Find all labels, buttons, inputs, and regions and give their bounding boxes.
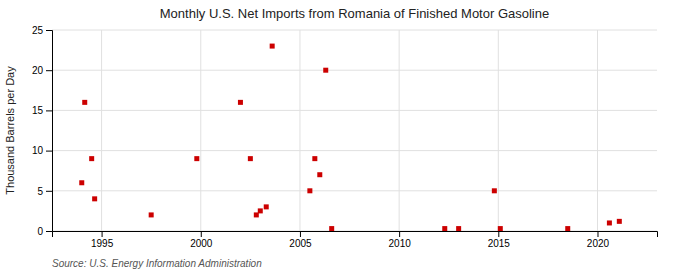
y-tick: 0 bbox=[37, 226, 52, 237]
x-tick: 2015 bbox=[488, 231, 511, 249]
title: Monthly U.S. Net Imports from Romania of… bbox=[160, 6, 549, 21]
grid bbox=[52, 30, 657, 231]
x-grid-line bbox=[597, 30, 598, 231]
x-grid-line bbox=[299, 30, 300, 231]
y-tick: 15 bbox=[32, 105, 52, 116]
point bbox=[264, 204, 269, 209]
x-tick-label: 1995 bbox=[91, 238, 114, 249]
point bbox=[565, 226, 570, 231]
point bbox=[617, 219, 622, 224]
y-tick-label: 10 bbox=[32, 145, 44, 156]
plot-area: 1995 2000 2005 2010 2015 2020 0 5 10 15 20 25 bbox=[32, 25, 658, 249]
y-tick-mark bbox=[46, 30, 52, 31]
y-tick: 25 bbox=[32, 25, 52, 36]
x-tick: 2010 bbox=[389, 231, 412, 249]
y-tick-label: 5 bbox=[37, 186, 43, 197]
x-grid-line bbox=[399, 30, 400, 231]
x-tick: 2020 bbox=[587, 231, 610, 249]
x-axis-line bbox=[53, 232, 658, 238]
point bbox=[194, 156, 199, 161]
y-grid-line bbox=[52, 110, 657, 111]
point bbox=[498, 226, 503, 231]
y-axis-title: Thousand Barrels per Day bbox=[4, 66, 16, 195]
x-tick-mark bbox=[399, 231, 400, 237]
y-grid-line bbox=[52, 70, 657, 71]
y-axis: 0 5 10 15 20 25 bbox=[32, 25, 53, 237]
y-tick-mark bbox=[46, 191, 52, 192]
point bbox=[92, 196, 97, 201]
points bbox=[79, 44, 622, 231]
y-tick-mark bbox=[46, 151, 52, 152]
x-grid-line bbox=[498, 30, 499, 231]
chart-svg: 1995 2000 2005 2010 2015 2020 0 5 10 15 20 25 Monthl… bbox=[0, 0, 675, 275]
point bbox=[323, 68, 328, 73]
x-axis: 1995 2000 2005 2010 2015 2020 bbox=[53, 231, 658, 249]
x-tick-mark bbox=[300, 231, 301, 237]
point bbox=[248, 156, 253, 161]
x-tick: 2005 bbox=[289, 231, 312, 249]
point bbox=[317, 172, 322, 177]
y-tick-mark bbox=[46, 231, 52, 232]
x-tick-mark bbox=[102, 231, 103, 237]
chart-container: 1995 2000 2005 2010 2015 2020 0 5 10 15 20 25 Monthl… bbox=[0, 0, 675, 275]
y-grid-line bbox=[52, 190, 657, 191]
x-grid-line bbox=[101, 30, 102, 231]
point bbox=[258, 208, 263, 213]
point bbox=[238, 100, 243, 105]
x-tick-label: 2015 bbox=[488, 238, 511, 249]
point bbox=[79, 180, 84, 185]
y-tick-label: 25 bbox=[32, 25, 44, 36]
y-tick: 5 bbox=[37, 186, 52, 197]
x-grid-line bbox=[200, 30, 201, 231]
point bbox=[82, 100, 87, 105]
y-grid-line bbox=[52, 30, 657, 31]
y-tick-mark bbox=[46, 70, 52, 71]
y-grid-line bbox=[52, 150, 657, 151]
y-tick-label: 15 bbox=[32, 105, 44, 116]
x-tick: 1995 bbox=[91, 231, 114, 249]
point bbox=[89, 156, 94, 161]
x-tick-label: 2010 bbox=[389, 238, 412, 249]
y-tick-label: 0 bbox=[37, 226, 43, 237]
point bbox=[149, 212, 154, 217]
point bbox=[456, 226, 461, 231]
x-tick-label: 2005 bbox=[289, 238, 312, 249]
point bbox=[442, 226, 447, 231]
point bbox=[307, 188, 312, 193]
x-tick-mark bbox=[498, 231, 499, 237]
y-tick-mark bbox=[46, 110, 52, 111]
point bbox=[329, 226, 334, 231]
point bbox=[270, 44, 275, 49]
x-tick-mark bbox=[201, 231, 202, 237]
source-note: Source: U.S. Energy Information Administ… bbox=[52, 258, 262, 269]
x-tick-label: 2000 bbox=[190, 238, 213, 249]
x-tick: 2000 bbox=[190, 231, 213, 249]
y-tick-label: 20 bbox=[32, 65, 44, 76]
point bbox=[492, 188, 497, 193]
y-tick: 10 bbox=[32, 145, 52, 156]
x-tick-mark bbox=[597, 231, 598, 237]
point bbox=[607, 220, 612, 225]
y-axis-line bbox=[46, 31, 53, 232]
x-tick-label: 2020 bbox=[587, 238, 610, 249]
y-tick: 20 bbox=[32, 65, 52, 76]
point bbox=[312, 156, 317, 161]
